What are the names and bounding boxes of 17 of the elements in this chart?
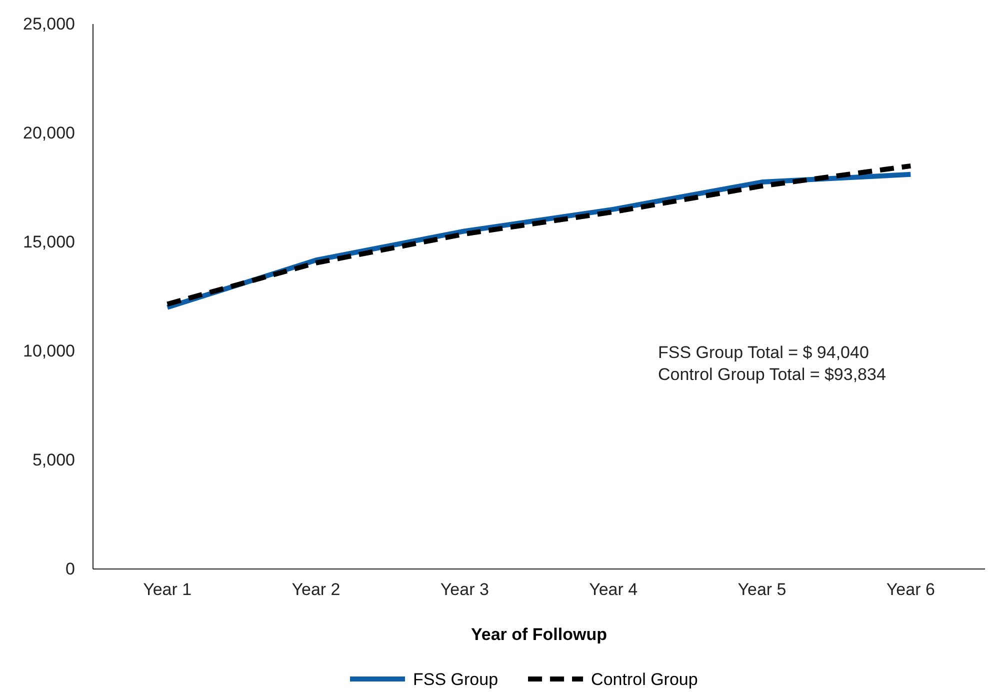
x-axis-title: Year of Followup: [470, 625, 608, 644]
y-tick-label: 0: [66, 559, 75, 578]
annotation: Control Group Total = $93,834: [658, 365, 886, 384]
x-tick-label: Year 4: [589, 580, 638, 600]
legend-label: FSS Group: [413, 670, 498, 689]
y-tick-label: 20,000: [23, 123, 75, 142]
y-tick-label: 5,000: [32, 450, 75, 470]
y-tick-label: 25,000: [23, 14, 75, 34]
x-tick-label: Year 2: [292, 580, 340, 600]
y-tick-label: 10,000: [23, 341, 75, 360]
x-tick-label: Year 6: [886, 580, 935, 600]
x-tick-label: Year 1: [143, 580, 192, 600]
x-tick-label: Year 5: [738, 580, 786, 600]
y-tick-label: 15,000: [23, 232, 75, 252]
legend-label: Control Group: [591, 670, 698, 689]
annotation: FSS Group Total = $ 94,040: [658, 343, 869, 362]
x-tick-label: Year 3: [440, 580, 489, 600]
